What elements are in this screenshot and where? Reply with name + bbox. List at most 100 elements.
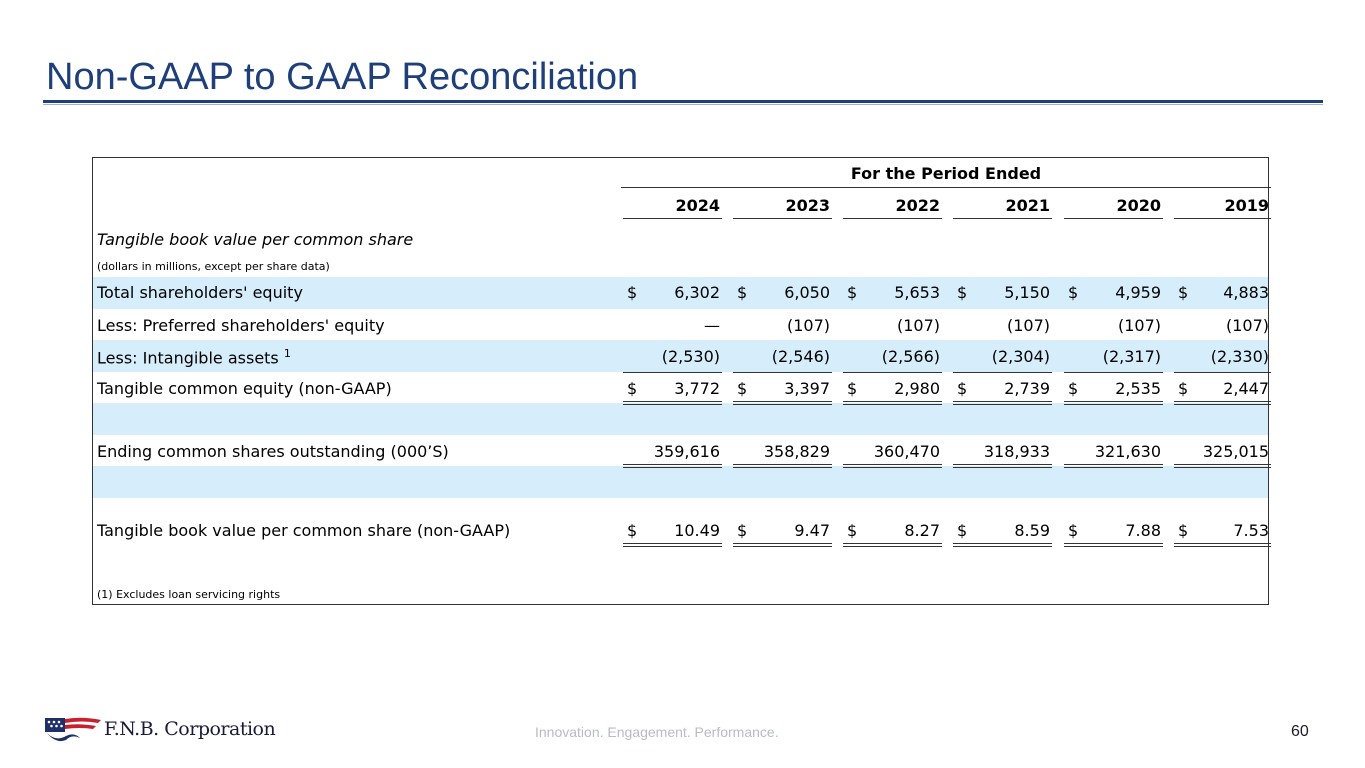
cell-value: 10.49 [674,521,720,540]
currency-symbol: $ [627,521,638,540]
year-underline [1174,218,1271,219]
year-header: 2019 [1224,196,1269,215]
total-double-rule [1064,401,1163,405]
page-title: Non-GAAP to GAAP Reconciliation [46,56,639,98]
subtotal-rule [953,372,1052,373]
cell-value: 360,470 [873,442,940,461]
reconciliation-table: For the Period Ended Tangible book value… [92,157,1271,605]
row-shade [93,277,1268,309]
cell-value: 359,616 [653,442,720,461]
subtotal-rule [623,372,722,373]
currency-symbol: $ [957,521,968,540]
currency-symbol: $ [847,521,858,540]
currency-symbol: $ [1178,379,1189,398]
cell-value: 4,959 [1115,283,1161,302]
units-note: (dollars in millions, except per share d… [97,260,330,273]
row-label-intangibles-text: Less: Intangible assets [97,348,279,368]
company-logo: F.N.B. Corporation [44,716,276,742]
cell-value: 3,397 [784,379,830,398]
total-double-rule [843,543,942,547]
cell-value: 4,883 [1223,283,1269,302]
cell-value: 2,447 [1223,379,1269,398]
subtotal-rule [843,372,942,373]
total-double-rule [953,401,1052,405]
year-header: 2021 [1005,196,1050,215]
cell-value: 2,980 [894,379,940,398]
cell-value: 318,933 [983,442,1050,461]
currency-symbol: $ [737,521,748,540]
total-double-rule [1174,543,1271,547]
subtotal-rule [1174,372,1271,373]
currency-symbol: $ [1178,283,1189,302]
currency-symbol: $ [957,283,968,302]
cell-value: 5,150 [1004,283,1050,302]
row-label-tangible-equity: Tangible common equity (non-GAAP) [97,379,392,398]
cell-value: 325,015 [1202,442,1269,461]
page-number: 60 [1291,723,1309,740]
currency-symbol: $ [847,283,858,302]
cell-value: (107) [1225,316,1269,335]
currency-symbol: $ [1068,521,1079,540]
section-title: Tangible book value per common share [97,230,414,249]
total-double-rule [843,401,942,405]
year-header: 2020 [1116,196,1161,215]
year-underline [953,218,1052,219]
year-underline [1064,218,1163,219]
cell-value: (2,317) [1102,347,1161,366]
row-label-tbvps: Tangible book value per common share (no… [97,521,511,540]
year-underline [733,218,832,219]
total-double-rule [623,401,722,405]
total-double-rule [953,543,1052,547]
flag-logo-icon [45,717,101,742]
year-header: 2022 [895,196,940,215]
period-header-rule [621,187,1271,188]
row-shade [93,403,1268,435]
total-double-rule [953,464,1052,468]
cell-value: 8.59 [1014,521,1050,540]
cell-value: (107) [1006,316,1050,335]
year-header: 2024 [675,196,720,215]
title-divider [43,100,1323,103]
cell-value: 2,535 [1115,379,1161,398]
period-header: For the Period Ended [850,164,1042,183]
cell-value: — [704,316,720,335]
total-double-rule [1064,464,1163,468]
row-label-total-equity: Total shareholders' equity [97,283,303,302]
row-label-shares: Ending common shares outstanding (000’S) [97,442,449,461]
row-label-preferred: Less: Preferred shareholders' equity [97,316,385,335]
footnote-ref: 1 [283,347,291,360]
footnote: (1) Excludes loan servicing rights [97,588,281,601]
cell-value: (107) [786,316,830,335]
total-double-rule [1064,543,1163,547]
cell-value: 8.27 [904,521,940,540]
cell-value: (2,546) [771,347,830,366]
total-double-rule [733,401,832,405]
total-double-rule [1174,464,1271,468]
title-divider-accent [43,104,1323,105]
currency-symbol: $ [737,379,748,398]
currency-symbol: $ [847,379,858,398]
cell-value: 321,630 [1094,442,1161,461]
cell-value: 7.53 [1233,521,1269,540]
cell-value: 7.88 [1125,521,1161,540]
cell-value: (2,566) [881,347,940,366]
subtotal-rule [1064,372,1163,373]
cell-value: 9.47 [794,521,830,540]
row-label-intangibles: Less: Intangible assets 1 [97,347,291,367]
cell-value: 358,829 [763,442,830,461]
year-underline [843,218,942,219]
currency-symbol: $ [1068,379,1079,398]
logo-text: F.N.B. Corporation [104,718,276,740]
tagline: Innovation. Engagement. Performance. [535,724,779,740]
row-shade [93,466,1268,498]
total-double-rule [733,464,832,468]
year-underline [623,218,722,219]
total-double-rule [623,543,722,547]
cell-value: (2,304) [991,347,1050,366]
total-double-rule [1174,401,1271,405]
currency-symbol: $ [1178,521,1189,540]
row-shade [93,340,1268,372]
cell-value: (2,330) [1210,347,1269,366]
cell-value: (2,530) [661,347,720,366]
currency-symbol: $ [1068,283,1079,302]
